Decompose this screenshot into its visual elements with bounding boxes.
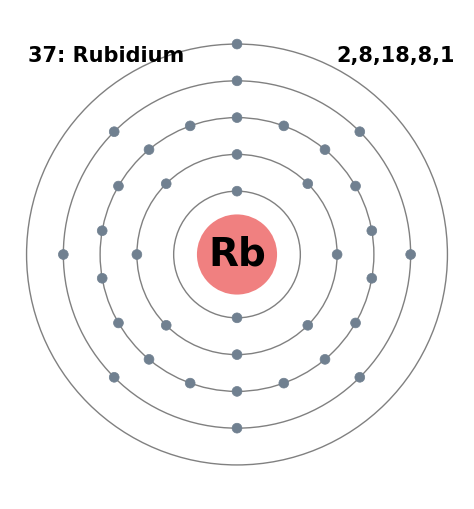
Circle shape: [232, 386, 242, 397]
Circle shape: [109, 127, 119, 136]
Circle shape: [198, 216, 276, 293]
Circle shape: [232, 313, 242, 323]
Circle shape: [406, 249, 416, 260]
Circle shape: [97, 273, 107, 283]
Circle shape: [279, 121, 289, 131]
Circle shape: [320, 354, 330, 364]
Circle shape: [232, 423, 242, 433]
Text: 2,8,18,8,1: 2,8,18,8,1: [337, 46, 455, 66]
Circle shape: [355, 127, 365, 136]
Circle shape: [114, 318, 123, 328]
Circle shape: [161, 179, 171, 189]
Circle shape: [109, 373, 119, 382]
Circle shape: [232, 39, 242, 49]
Circle shape: [232, 150, 242, 159]
Circle shape: [279, 378, 289, 388]
Circle shape: [320, 145, 330, 155]
Circle shape: [351, 181, 360, 191]
Circle shape: [303, 179, 313, 189]
Circle shape: [132, 249, 142, 260]
Circle shape: [232, 186, 242, 196]
Circle shape: [351, 318, 360, 328]
Circle shape: [114, 181, 123, 191]
Circle shape: [303, 320, 313, 330]
Circle shape: [144, 354, 154, 364]
Circle shape: [367, 226, 377, 236]
Circle shape: [367, 273, 377, 283]
Text: Rb: Rb: [208, 236, 266, 273]
Circle shape: [332, 249, 342, 260]
Circle shape: [232, 76, 242, 86]
Circle shape: [58, 249, 68, 260]
Circle shape: [185, 378, 195, 388]
Circle shape: [144, 145, 154, 155]
Circle shape: [97, 226, 107, 236]
Circle shape: [161, 320, 171, 330]
Circle shape: [185, 121, 195, 131]
Text: 37: Rubidium: 37: Rubidium: [28, 46, 185, 66]
Circle shape: [232, 112, 242, 123]
Circle shape: [232, 350, 242, 359]
Circle shape: [355, 373, 365, 382]
